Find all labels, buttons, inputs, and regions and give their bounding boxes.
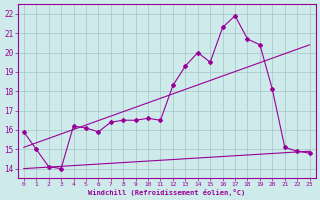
X-axis label: Windchill (Refroidissement éolien,°C): Windchill (Refroidissement éolien,°C)	[88, 189, 245, 196]
